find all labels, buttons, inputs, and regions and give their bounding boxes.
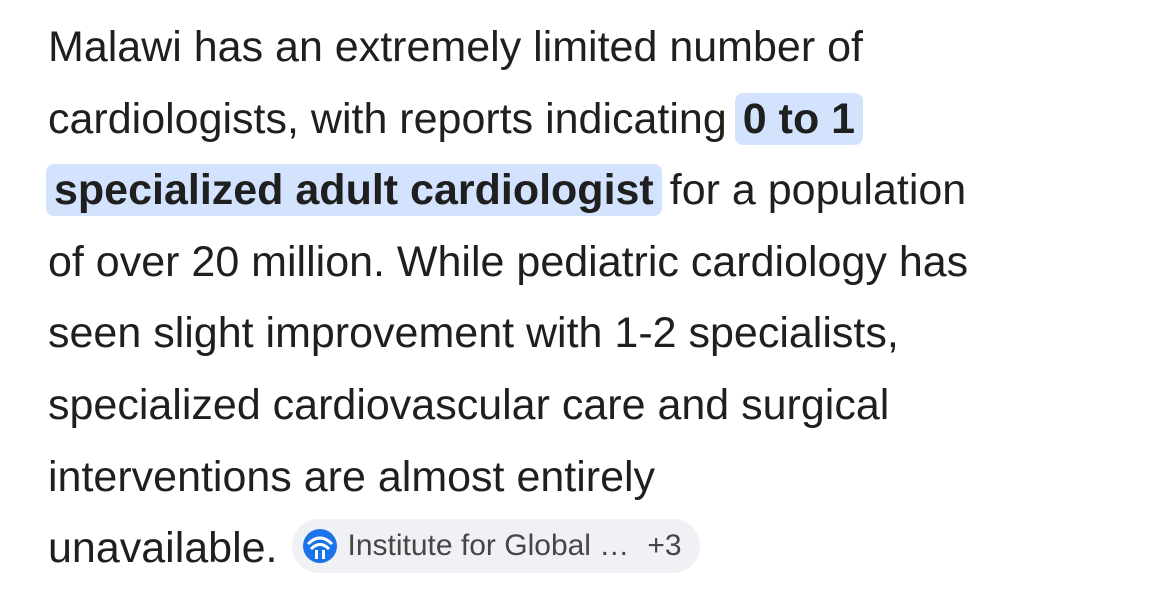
text-line: specialized cardiovascular care and surg… bbox=[48, 370, 1158, 442]
more-sources: +3 bbox=[647, 529, 682, 562]
text: Malawi has an extremely limited number o… bbox=[48, 23, 863, 71]
text-line: cardiologists, with reports indicating 0 … bbox=[48, 84, 1158, 156]
source-label: Institute for Global … bbox=[347, 529, 630, 562]
text-line: of over 20 million. While pediatric card… bbox=[48, 227, 1158, 299]
text-line: Malawi has an extremely limited number o… bbox=[48, 12, 1158, 84]
text-line: seen slight improvement with 1-2 special… bbox=[48, 298, 1158, 370]
text: cardiologists, with reports indicating bbox=[48, 94, 727, 143]
answer-paragraph: Malawi has an extremely limited number o… bbox=[46, 12, 1158, 585]
source-chip[interactable]: Institute for Global … +3 bbox=[291, 518, 700, 573]
text-line: interventions are almost entirely bbox=[48, 442, 1158, 514]
text: for a population bbox=[669, 166, 967, 215]
text: interventions are almost entirely bbox=[48, 452, 656, 501]
highlight: specialized adult cardiologist bbox=[46, 164, 662, 217]
text-line: unavailable. Institute for Global … +3 bbox=[48, 513, 1158, 585]
text: unavailable. bbox=[48, 524, 278, 573]
highlight: 0 to 1 bbox=[734, 92, 864, 145]
text: specialized cardiovascular care and surg… bbox=[48, 380, 890, 429]
text-line: specialized adult cardiologist for a popu… bbox=[46, 155, 1158, 227]
text: of over 20 million. While pediatric card… bbox=[48, 237, 969, 286]
source-icon bbox=[302, 528, 337, 563]
text: seen slight improvement with 1-2 special… bbox=[48, 309, 899, 358]
